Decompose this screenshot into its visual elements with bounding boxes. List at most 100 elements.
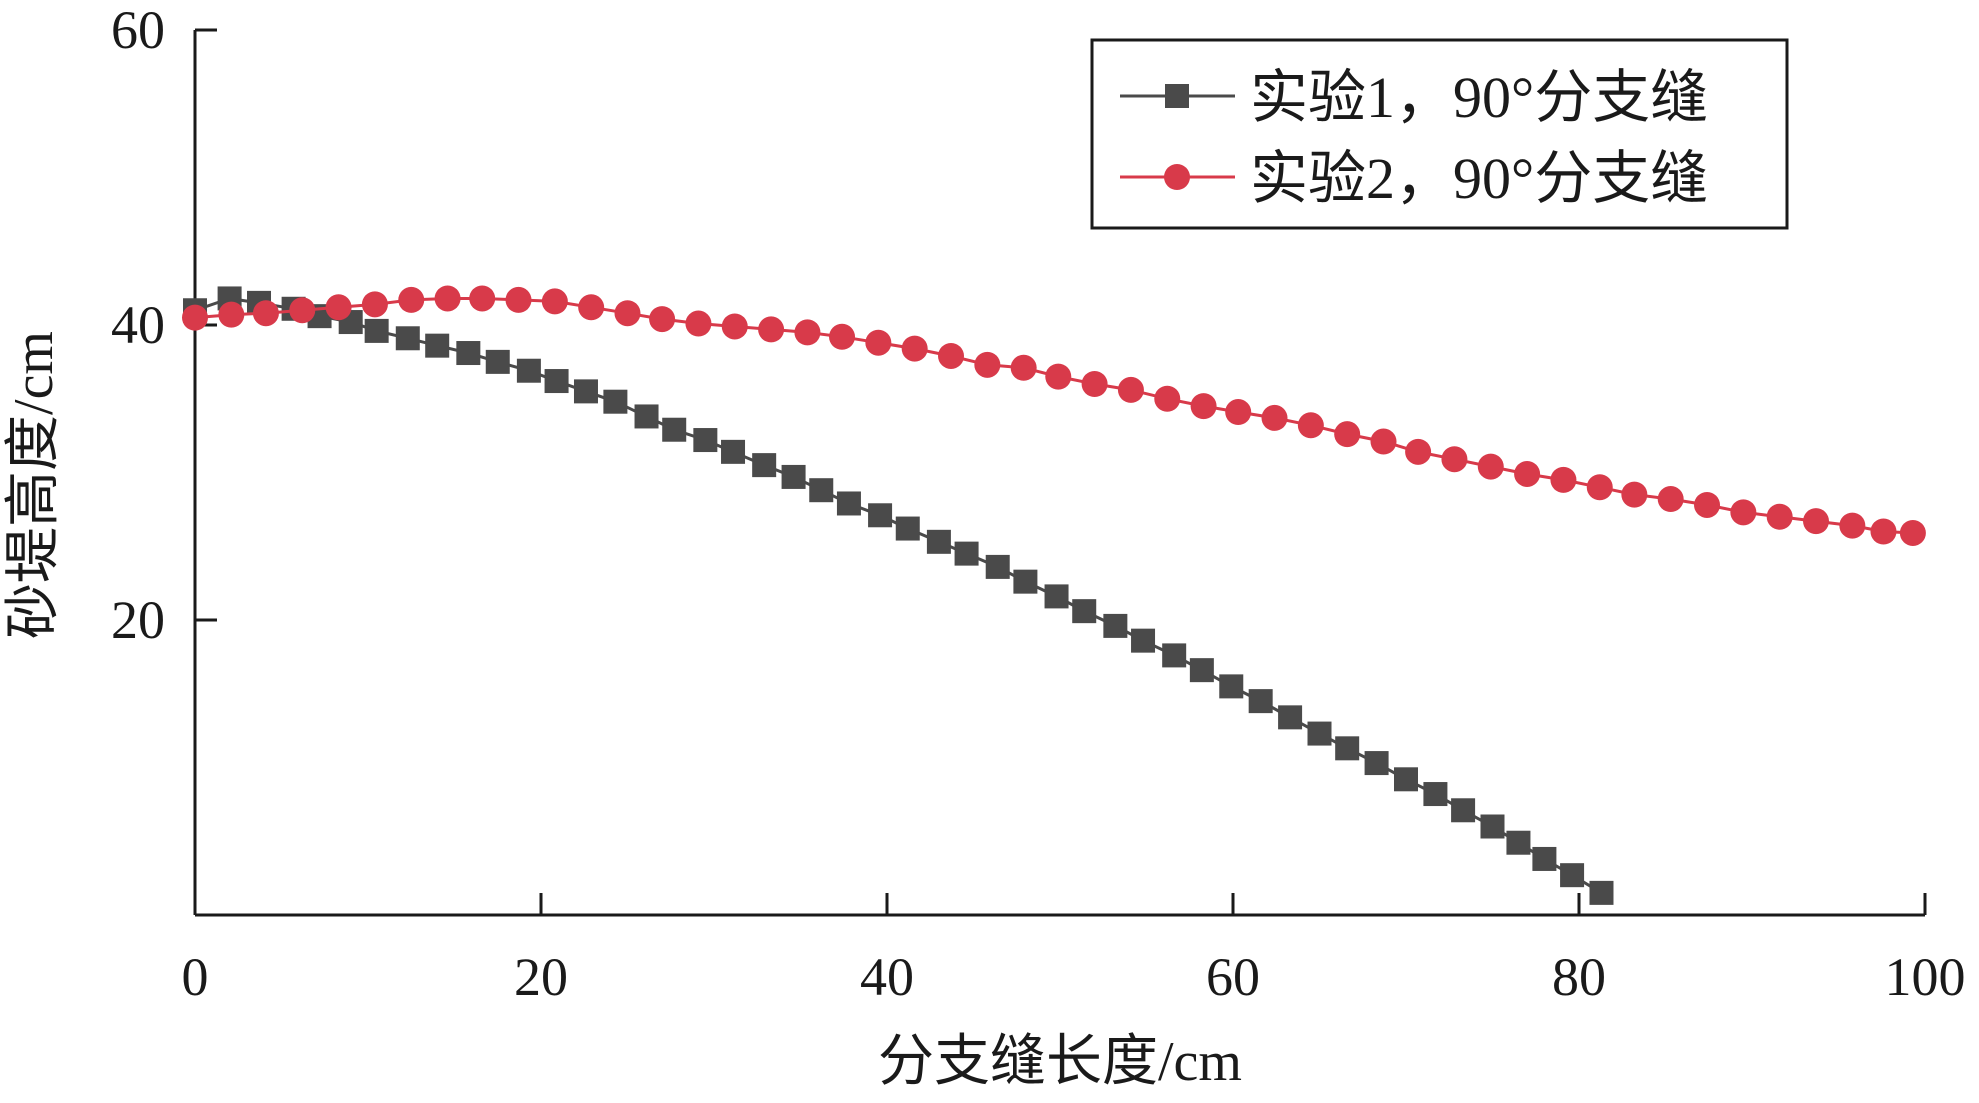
series-1-point [809,478,834,503]
series-2-point [1621,481,1648,508]
series-2-point [1405,438,1432,465]
series-2-point [578,294,605,321]
legend-label-series-1: 实验1，90°分支缝 [1250,65,1708,130]
legend-box [1090,38,1789,230]
series-1-point [662,417,687,442]
x-tick-label: 0 [182,947,209,1007]
x-tick-label: 80 [1552,947,1606,1007]
series-2-point [1370,428,1397,455]
axis-ticks [195,28,1927,915]
series-1-point [1506,830,1531,855]
series-2-point [218,301,245,328]
series-2-point [252,300,279,327]
series-1-point [395,326,420,351]
series-1-point [1423,782,1448,807]
series-2-point [1045,363,1072,390]
series-1-point [1394,767,1418,792]
series-1-point [634,404,659,429]
series-1-point [1589,880,1614,905]
x-tick-label: 100 [1885,947,1966,1007]
series-2-point [1297,412,1324,439]
series-2-point [469,285,496,312]
series-2-point [1117,376,1144,403]
series-2-point [541,288,568,315]
series-1-point [926,529,951,554]
y-tick-label: 60 [111,0,165,60]
series-1-point [1248,689,1273,714]
plot-area: 0 20 40 60 80 100 20 40 60 [111,0,1966,1007]
series-2-point [182,304,208,331]
series-1-point [544,369,569,394]
series-1-line [194,296,1603,895]
series-1-point [1532,846,1557,871]
series-2-point [1010,354,1037,381]
series-1-point [516,358,541,383]
series-2-point [361,291,388,318]
series-2-point [649,306,676,333]
legend-label-series-2: 实验2，90°分支缝 [1250,146,1708,211]
series-2-point [1839,512,1866,539]
y-axis-title: 砂堤高度/cm [3,331,65,639]
series-2-point [434,285,461,312]
series-2-point [901,335,928,362]
series-1-point [1189,658,1214,683]
series-2-point [398,286,425,313]
series-1-point [1335,736,1360,761]
series-1-point [1044,584,1069,609]
series-2-point [1657,486,1684,513]
y-tick-label: 40 [111,295,165,355]
series-1-point [1013,569,1038,594]
legend-marker-series-1 [1165,84,1189,108]
series-2 [182,285,1926,546]
series-1-point [1131,628,1156,653]
series-2-point [1334,421,1361,448]
series-2-point [938,342,965,369]
series-1-point [954,541,979,566]
x-tick-label: 60 [1206,947,1260,1007]
series-2-point [1154,385,1181,412]
series-1 [183,286,1614,905]
series-1-point [364,318,389,343]
series-2-point [1441,446,1468,473]
series-1-point [868,503,893,528]
series-1-point [1480,814,1505,839]
series-2-point [721,313,748,340]
legend-marker-series-2 [1164,164,1190,190]
series-1-point [1364,751,1389,776]
series-1-point [985,554,1010,579]
x-tick-label: 20 [514,947,568,1007]
series-1-point [425,333,450,358]
series-2-point [1870,518,1897,545]
series-2-point [289,297,316,324]
series-2-point [1730,499,1757,526]
x-tick-label: 40 [860,947,914,1007]
series-1-point [836,491,861,516]
series-2-point [1514,460,1541,487]
series-2-point [1225,399,1252,426]
series-1-point [693,428,718,453]
series-2-line [194,297,1913,535]
series-2-point [614,300,641,327]
series-1-point [1103,613,1128,638]
series-2-point [685,310,712,337]
series-1-point [721,439,746,464]
series-1-point [752,453,777,478]
series-2-point [1586,474,1613,501]
series-2-point [865,329,892,356]
series-2-point [1694,491,1721,518]
series-1-point [603,389,628,414]
axis-tick-labels: 0 20 40 60 80 100 20 40 60 [111,0,1966,1007]
series-1-point [1219,674,1244,699]
series-2-point [974,351,1001,378]
series-1-point [1560,863,1585,888]
series-2-point [505,286,532,313]
series-2-point [325,294,352,321]
x-axis-title: 分支缝长度/cm [878,1031,1242,1093]
series-2-point [1081,371,1108,397]
series-2-point [1899,519,1926,546]
series-1-point [781,464,806,489]
series-1-point [573,379,598,404]
series-2-point [1766,503,1793,530]
series-1-point [456,341,481,366]
